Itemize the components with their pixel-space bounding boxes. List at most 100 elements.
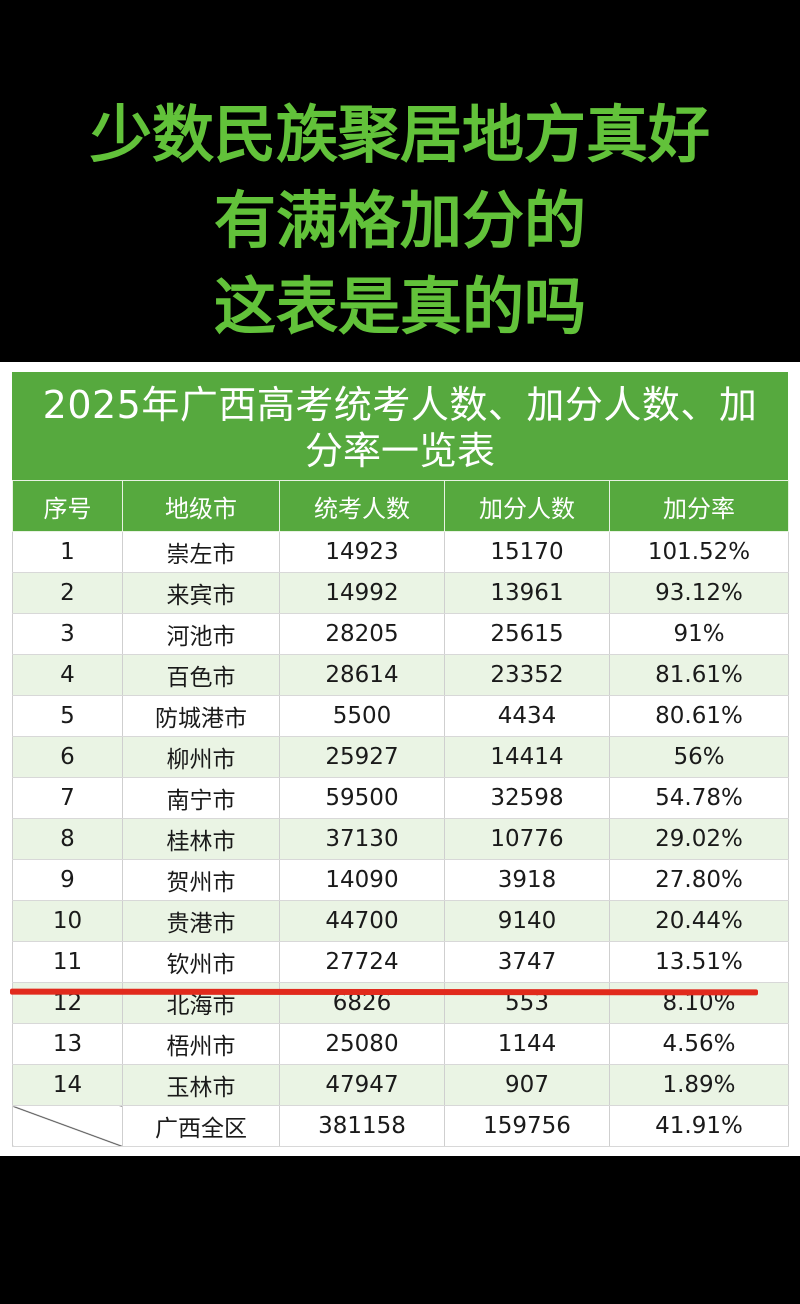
cell-index: 2	[12, 572, 123, 614]
table-row: 4 百色市 28614 23352 81.61%	[12, 654, 789, 696]
cell-index: 10	[12, 900, 123, 942]
cell-bonus-count: 32598	[444, 777, 610, 819]
cell-bonus-count: 23352	[444, 654, 610, 696]
cell-bonus-count: 4434	[444, 695, 610, 737]
cell-bonus-rate: 29.02%	[609, 818, 789, 860]
cell-city: 南宁市	[122, 777, 280, 819]
cell-exam-count: 28205	[279, 613, 445, 655]
table-row: 9 贺州市 14090 3918 27.80%	[12, 859, 789, 901]
cell-city: 桂林市	[122, 818, 280, 860]
cell-city: 贵港市	[122, 900, 280, 942]
cell-city: 柳州市	[122, 736, 280, 778]
cell-exam-count: 47947	[279, 1064, 445, 1106]
cell-bonus-rate: 1.89%	[609, 1064, 789, 1106]
cell-index: 9	[12, 859, 123, 901]
cell-exam-count: 381158	[279, 1105, 445, 1147]
table-title-line-2: 分率一览表	[304, 429, 495, 473]
cell-city: 崇左市	[122, 531, 280, 573]
cell-exam-count: 27724	[279, 941, 445, 983]
cell-bonus-rate: 41.91%	[609, 1105, 789, 1147]
cell-bonus-count: 14414	[444, 736, 610, 778]
caption-line-3: 这表是真的吗	[213, 270, 586, 343]
caption-line-1: 少数民族聚居地方真好	[89, 98, 710, 171]
cell-index: 4	[12, 654, 123, 696]
table-title: 2025年广西高考统考人数、加分人数、加 分率一览表	[12, 372, 788, 480]
cell-index: 14	[12, 1064, 123, 1106]
cell-city: 防城港市	[122, 695, 280, 737]
cell-bonus-rate: 54.78%	[609, 777, 789, 819]
cell-bonus-rate: 27.80%	[609, 859, 789, 901]
cell-bonus-count: 15170	[444, 531, 610, 573]
table-row: 11 钦州市 27724 3747 13.51%	[12, 941, 789, 983]
bottom-black-band	[0, 1156, 800, 1304]
cell-index: 6	[12, 736, 123, 778]
cell-exam-count: 14090	[279, 859, 445, 901]
table-sheet: 2025年广西高考统考人数、加分人数、加 分率一览表 序号 地级市 统考人数 加…	[0, 362, 800, 1156]
caption: 少数民族聚居地方真好 有满格加分的 这表是真的吗	[0, 92, 800, 350]
cell-bonus-rate: 4.56%	[609, 1023, 789, 1065]
total-row: 广西全区 381158 159756 41.91%	[12, 1105, 789, 1147]
table-row: 7 南宁市 59500 32598 54.78%	[12, 777, 789, 819]
table-row: 8 桂林市 37130 10776 29.02%	[12, 818, 789, 860]
caption-line-2: 有满格加分的	[213, 184, 586, 257]
header-cell: 地级市	[122, 480, 280, 532]
cell-city: 梧州市	[122, 1023, 280, 1065]
cell-city: 来宾市	[122, 572, 280, 614]
header-cell: 序号	[12, 480, 123, 532]
cell-diagonal	[12, 1105, 123, 1147]
cell-bonus-rate: 91%	[609, 613, 789, 655]
cell-bonus-rate: 56%	[609, 736, 789, 778]
cell-index: 5	[12, 695, 123, 737]
table-row: 1 崇左市 14923 15170 101.52%	[12, 531, 789, 573]
cell-bonus-rate: 80.61%	[609, 695, 789, 737]
cell-exam-count: 25080	[279, 1023, 445, 1065]
table-row: 10 贵港市 44700 9140 20.44%	[12, 900, 789, 942]
cell-exam-count: 37130	[279, 818, 445, 860]
header-row: 序号 地级市 统考人数 加分人数 加分率	[12, 480, 789, 532]
cell-bonus-count: 1144	[444, 1023, 610, 1065]
header-cell: 加分人数	[444, 480, 610, 532]
cell-index: 3	[12, 613, 123, 655]
table-row: 13 梧州市 25080 1144 4.56%	[12, 1023, 789, 1065]
cell-exam-count: 14923	[279, 531, 445, 573]
cell-exam-count: 25927	[279, 736, 445, 778]
cell-bonus-count: 25615	[444, 613, 610, 655]
cell-exam-count: 44700	[279, 900, 445, 942]
cell-index: 13	[12, 1023, 123, 1065]
table-row: 14 玉林市 47947 907 1.89%	[12, 1064, 789, 1106]
cell-bonus-count: 907	[444, 1064, 610, 1106]
cell-exam-count: 14992	[279, 572, 445, 614]
cell-bonus-rate: 20.44%	[609, 900, 789, 942]
table-row: 3 河池市 28205 25615 91%	[12, 613, 789, 655]
cell-bonus-rate: 101.52%	[609, 531, 789, 573]
header-cell: 统考人数	[279, 480, 445, 532]
cell-city: 广西全区	[122, 1105, 280, 1147]
cell-city: 百色市	[122, 654, 280, 696]
cell-city: 钦州市	[122, 941, 280, 983]
table-row: 6 柳州市 25927 14414 56%	[12, 736, 789, 778]
cell-bonus-count: 159756	[444, 1105, 610, 1147]
cell-index: 1	[12, 531, 123, 573]
cell-bonus-rate: 13.51%	[609, 941, 789, 983]
cell-bonus-rate: 81.61%	[609, 654, 789, 696]
cell-bonus-count: 10776	[444, 818, 610, 860]
cell-exam-count: 5500	[279, 695, 445, 737]
table-title-line-1: 2025年广西高考统考人数、加分人数、加	[42, 383, 758, 427]
data-table: 序号 地级市 统考人数 加分人数 加分率 1 崇左市 14923 15170 1…	[12, 480, 789, 1147]
cell-exam-count: 59500	[279, 777, 445, 819]
cell-city: 河池市	[122, 613, 280, 655]
cell-exam-count: 28614	[279, 654, 445, 696]
cell-city: 贺州市	[122, 859, 280, 901]
cell-bonus-rate: 93.12%	[609, 572, 789, 614]
table-row: 5 防城港市 5500 4434 80.61%	[12, 695, 789, 737]
cell-bonus-count: 3747	[444, 941, 610, 983]
cell-index: 7	[12, 777, 123, 819]
cell-bonus-count: 13961	[444, 572, 610, 614]
cell-bonus-count: 3918	[444, 859, 610, 901]
cell-index: 8	[12, 818, 123, 860]
cell-bonus-count: 9140	[444, 900, 610, 942]
cell-index: 11	[12, 941, 123, 983]
table-row: 2 来宾市 14992 13961 93.12%	[12, 572, 789, 614]
red-underline	[9, 988, 759, 996]
header-cell: 加分率	[609, 480, 789, 532]
